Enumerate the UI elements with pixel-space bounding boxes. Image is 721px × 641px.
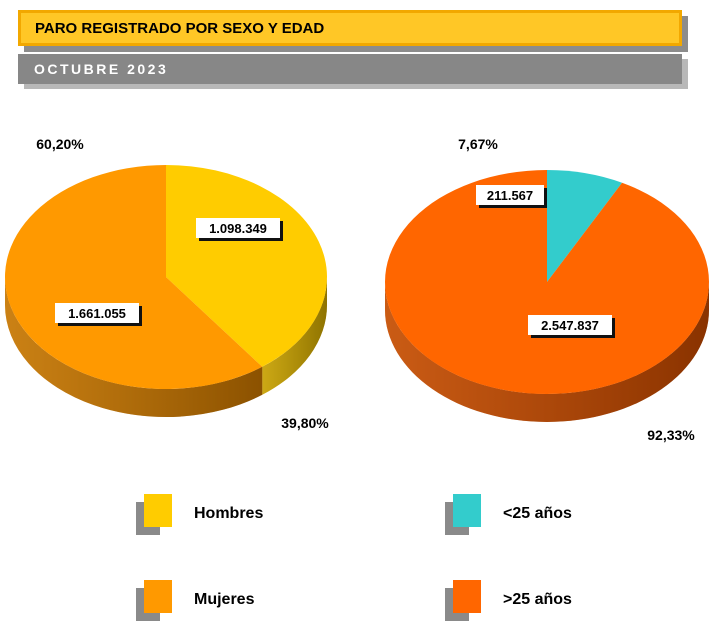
value-label-box: [528, 315, 612, 335]
pie-side-shade-25-a-os: [385, 282, 709, 422]
value-label-25-a-os: 2.547.837: [541, 318, 599, 333]
value-label-hombres: 1.098.349: [209, 221, 267, 236]
legend-swatch: [144, 494, 172, 527]
value-label-box: [55, 303, 139, 323]
chart-subtitle: OCTUBRE 2023: [18, 54, 682, 84]
pie-side-shade-hombres: [262, 277, 327, 395]
pie-side-mujeres: [5, 277, 263, 417]
value-label-box: [196, 218, 280, 238]
pie-slice-mujeres: [5, 165, 263, 390]
chart-title: PARO REGISTRADO POR SEXO Y EDAD: [18, 10, 682, 46]
legend-swatch: [453, 580, 481, 613]
legend-label: >25 años: [503, 591, 572, 608]
legend-label: Mujeres: [194, 591, 255, 608]
legend-label: <25 años: [503, 505, 572, 522]
percent-label-25-a-os: 7,67%: [458, 136, 498, 152]
percent-label-hombres: 39,80%: [281, 415, 329, 431]
percent-label-mujeres: 60,20%: [36, 136, 84, 152]
pie-side-25-a-os: [385, 282, 709, 422]
value-label-25-a-os: 211.567: [487, 188, 533, 203]
value-label-box: [476, 185, 544, 205]
pie-side-shade-mujeres: [5, 277, 263, 417]
pie-slice-hombres: [166, 165, 327, 367]
pie-slice-25-a-os: [385, 170, 709, 394]
legend-label: Hombres: [194, 505, 264, 522]
percent-label-25-a-os: 92,33%: [647, 427, 695, 443]
pie-side-hombres: [262, 277, 327, 395]
legend-swatch: [144, 580, 172, 613]
pie-slice-25-a-os: [547, 170, 623, 282]
value-label-mujeres: 1.661.055: [68, 306, 126, 321]
legend-swatch: [453, 494, 481, 527]
